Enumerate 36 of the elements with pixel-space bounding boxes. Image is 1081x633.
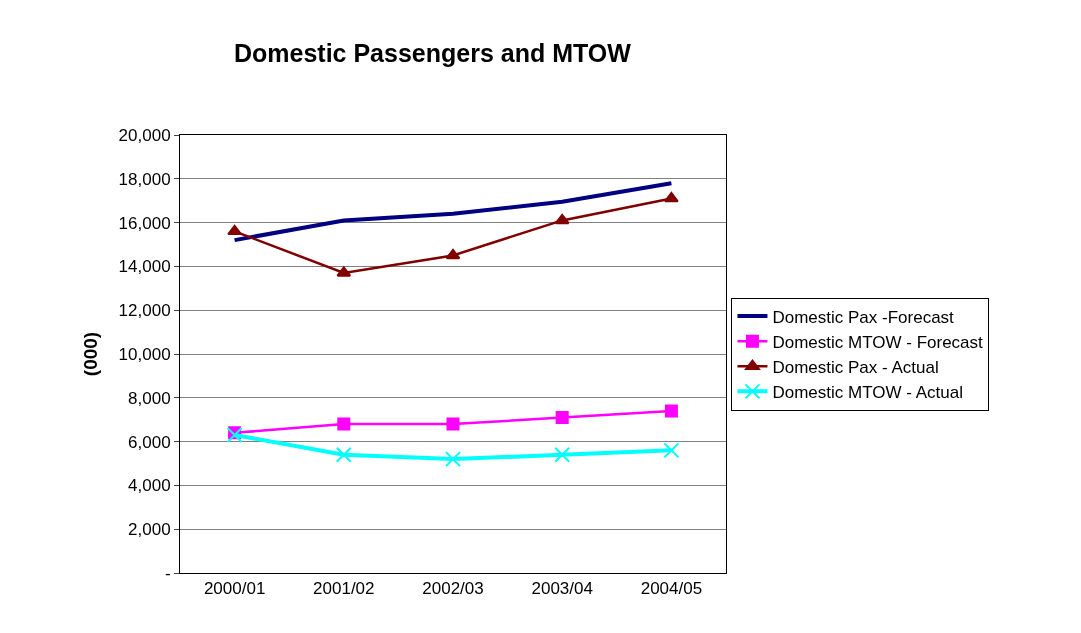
legend-label: Domestic Pax -Forecast: [772, 307, 955, 327]
point: [445, 248, 461, 260]
point: [554, 213, 570, 225]
point: [664, 192, 679, 203]
point: [446, 417, 460, 431]
point: [555, 411, 569, 425]
x-tick-label: 2003/04: [531, 579, 593, 599]
point: [445, 451, 461, 468]
point: [664, 404, 678, 418]
y-tick-label: 6,000: [128, 432, 171, 452]
y-tick-label: 14,000: [118, 257, 171, 277]
line-series: [232, 181, 674, 243]
y-tick-label: 10,000: [118, 344, 171, 364]
y-tick-label: -: [164, 563, 171, 583]
y-tick-label: 18,000: [118, 169, 171, 189]
x-tick-label: 2002/03: [422, 579, 484, 599]
point: [554, 446, 571, 463]
point: [227, 224, 242, 236]
legend-label: Domestic Pax - Actual: [772, 357, 939, 377]
x-tick-label: 2001/02: [313, 579, 375, 599]
y-axis-title: (000): [80, 331, 102, 377]
y-tick-label: 16,000: [118, 213, 171, 233]
chart-title: Domestic Passengers and MTOW: [233, 38, 632, 67]
point: [226, 427, 243, 444]
y-tick-label: 4,000: [128, 476, 171, 496]
point: [335, 446, 352, 463]
legend-label: Domestic MTOW - Actual: [772, 382, 963, 402]
y-tick-label: 12,000: [118, 301, 171, 321]
x-tick-label: 2000/01: [203, 579, 266, 599]
y-tick-label: 8,000: [128, 388, 171, 408]
point: [663, 442, 680, 459]
y-tick-label: 20,000: [118, 125, 171, 145]
point: [337, 417, 351, 431]
x-tick-label: 2004/05: [640, 579, 703, 599]
y-tick-label: 2,000: [128, 520, 171, 540]
legend-label: Domestic MTOW - Forecast: [772, 332, 984, 352]
